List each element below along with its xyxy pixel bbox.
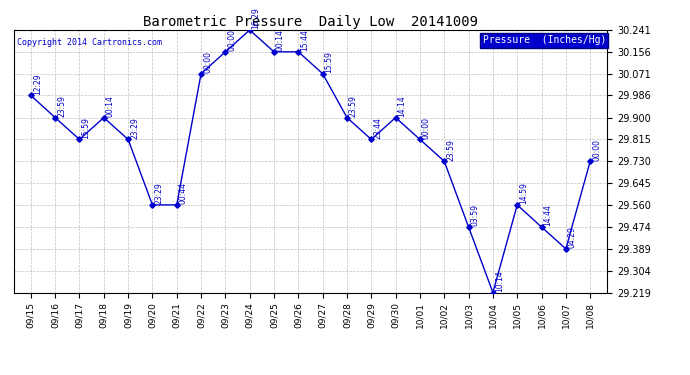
- Text: 00:00: 00:00: [203, 51, 212, 73]
- Text: 03:59: 03:59: [471, 204, 480, 226]
- Text: 23:59: 23:59: [349, 95, 358, 117]
- Text: 14:44: 14:44: [544, 205, 553, 226]
- Text: 23:29: 23:29: [130, 117, 139, 139]
- Text: 00:00: 00:00: [227, 29, 237, 51]
- Text: 15:59: 15:59: [81, 117, 90, 139]
- Text: 12:29: 12:29: [32, 74, 42, 95]
- Title: Barometric Pressure  Daily Low  20141009: Barometric Pressure Daily Low 20141009: [143, 15, 478, 29]
- Text: 14:59: 14:59: [519, 183, 528, 204]
- Text: 14:14: 14:14: [397, 95, 406, 117]
- Text: 10:14: 10:14: [495, 270, 504, 292]
- Text: 16:29: 16:29: [252, 8, 261, 30]
- Text: 00:14: 00:14: [276, 30, 285, 51]
- Text: 00:44: 00:44: [179, 182, 188, 204]
- Text: 23:44: 23:44: [373, 117, 382, 139]
- Text: 00:00: 00:00: [422, 117, 431, 139]
- Text: 00:14: 00:14: [106, 95, 115, 117]
- Text: 23:59: 23:59: [446, 139, 455, 161]
- Text: Copyright 2014 Cartronics.com: Copyright 2014 Cartronics.com: [17, 38, 161, 47]
- Text: Pressure  (Inches/Hg): Pressure (Inches/Hg): [482, 35, 606, 45]
- Text: 23:29: 23:29: [155, 183, 164, 204]
- Text: 23:59: 23:59: [57, 95, 66, 117]
- Text: 15:59: 15:59: [324, 51, 333, 73]
- Text: 00:00: 00:00: [592, 139, 601, 161]
- Text: 15:44: 15:44: [300, 30, 309, 51]
- Text: 04:29: 04:29: [568, 226, 577, 248]
